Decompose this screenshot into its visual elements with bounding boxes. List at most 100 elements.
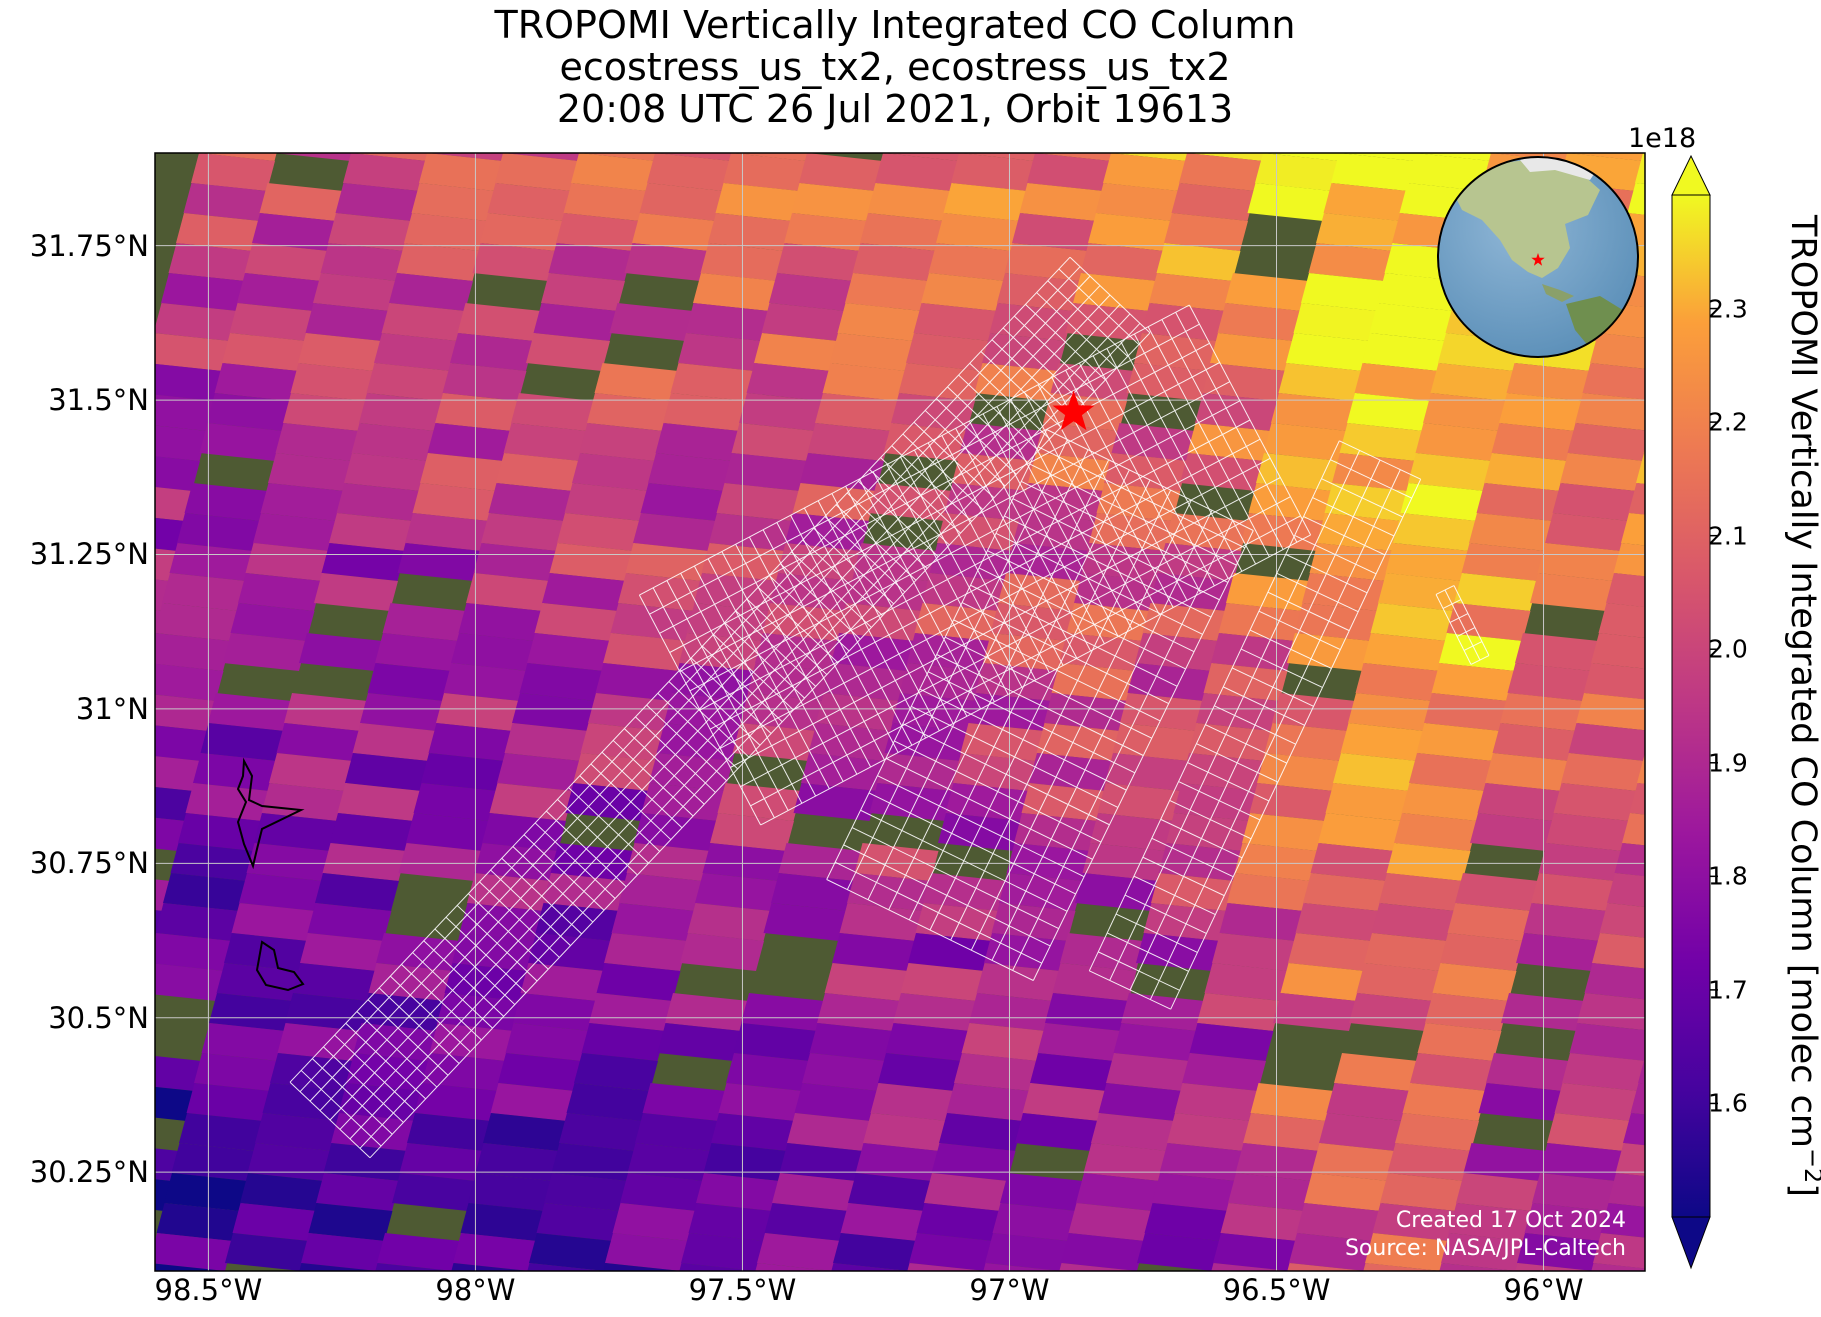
co-pixel [733,1023,818,1061]
co-pixel [155,487,193,521]
co-pixel [1463,1143,1548,1181]
co-pixel [1630,1083,1645,1115]
co-pixel [969,993,1053,1031]
co-pixel [1106,1053,1190,1091]
co-pixel [695,873,779,911]
co-pixel [34,783,118,821]
co-pixel [1386,843,1471,881]
co-pixel [155,610,163,640]
co-pixel [1662,1263,1746,1301]
co-pixel [527,1263,606,1271]
co-pixel [1278,363,1363,401]
co-pixel [481,513,565,551]
co-pixel [1080,243,1165,281]
co-pixel [467,873,551,911]
co-pixel [741,993,825,1031]
co-pixel [563,183,648,221]
colorbar [1671,154,1718,1270]
co-pixel [359,393,443,431]
co-pixel [772,1173,856,1211]
co-pixel [1000,1173,1084,1211]
co-pixel [852,243,937,281]
co-pixel [991,903,1076,941]
co-pixel [0,1233,5,1271]
co-pixel [1203,663,1288,701]
co-pixel [1250,1083,1335,1121]
co-pixel [1372,1203,1457,1241]
co-pixel [382,603,467,641]
co-pixel [831,1263,910,1271]
co-pixel [590,1293,674,1317]
co-pixel [155,1179,172,1211]
co-pixel [155,1263,226,1271]
co-pixel [229,303,314,341]
co-pixel [1180,453,1264,491]
co-pixel [155,663,224,701]
co-pixel [1738,1263,1821,1301]
co-pixel [155,363,223,401]
co-pixel [286,1293,370,1317]
co-pixel [1753,1203,1821,1241]
co-pixel [421,753,505,791]
co-pixel [845,273,929,311]
co-pixel [1098,1083,1183,1121]
co-pixel [186,1083,271,1121]
co-pixel [1506,363,1591,401]
co-pixel [200,723,285,761]
co-pixel [1165,513,1249,551]
colorbar-gradient [1672,195,1710,1217]
colorbar-tick-label: 1.7 [1708,975,1748,1005]
co-pixel [1379,873,1463,911]
co-pixel [1582,363,1645,400]
co-pixel [0,1053,50,1091]
co-pixel [1478,1083,1563,1121]
co-pixel [0,1203,13,1241]
co-pixel [298,333,382,371]
co-pixel [1034,153,1113,161]
co-pixel [526,333,610,371]
co-pixel [1220,1203,1305,1241]
latitude-tick-label: 31.5°N [48,383,149,418]
co-pixel [191,153,275,191]
co-pixel [985,1233,1069,1271]
co-pixel [374,333,458,371]
co-pixel [366,363,451,401]
longitude-tick-label: 96.5°W [1222,1273,1331,1307]
co-pixel [1515,1263,1594,1271]
co-pixel [1213,1233,1297,1271]
co-pixel [527,633,611,671]
co-pixel [1426,1293,1510,1317]
co-pixel [1363,633,1447,671]
co-pixel [961,1023,1046,1061]
co-pixel [284,693,368,731]
co-pixel [155,940,156,945]
co-pixel [984,933,1068,971]
map-title-line-3: 20:08 UTC 26 Jul 2021, Orbit 19613 [556,87,1234,131]
co-pixel [178,813,262,851]
co-pixel [1432,963,1517,1001]
co-pixel [238,573,322,611]
co-pixel [594,363,679,401]
co-pixel [678,333,762,371]
map-canvas[interactable] [0,123,1821,1317]
co-pixel [1310,843,1395,881]
co-pixel [1280,963,1365,1001]
colorbar-tick-label: 1.9 [1708,748,1748,778]
co-pixel [344,453,428,491]
co-pixel [350,153,429,161]
co-pixel [551,1143,636,1181]
longitude-tick-label: 96°W [1503,1273,1584,1307]
co-pixel [818,1293,902,1317]
co-pixel [376,933,460,971]
co-pixel [193,753,277,791]
co-pixel [1517,1233,1601,1271]
co-pixel [406,813,490,851]
co-pixel [603,633,687,671]
co-pixel [269,753,353,791]
co-pixel [581,1023,666,1061]
co-pixel [1296,1203,1381,1241]
co-pixel [703,1143,788,1181]
co-pixel [1338,153,1417,161]
colorbar-tick-label: 2.3 [1708,294,1748,324]
co-pixel [1545,513,1629,551]
